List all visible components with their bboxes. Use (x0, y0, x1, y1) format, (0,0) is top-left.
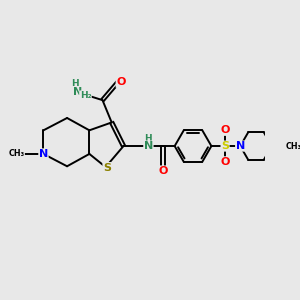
Text: O: O (220, 157, 230, 167)
Text: N: N (73, 87, 82, 97)
Text: H: H (71, 80, 79, 88)
Text: N: N (144, 141, 153, 151)
Text: N: N (39, 149, 48, 159)
Text: CH₃: CH₃ (8, 149, 25, 158)
Text: O: O (158, 166, 167, 176)
Text: S: S (103, 163, 111, 172)
Text: O: O (116, 77, 126, 87)
Text: H₂: H₂ (80, 91, 91, 100)
Text: O: O (220, 125, 230, 135)
Text: S: S (221, 141, 229, 151)
Text: CH₃: CH₃ (285, 142, 300, 151)
Text: N: N (236, 141, 245, 151)
Text: H: H (145, 134, 152, 143)
